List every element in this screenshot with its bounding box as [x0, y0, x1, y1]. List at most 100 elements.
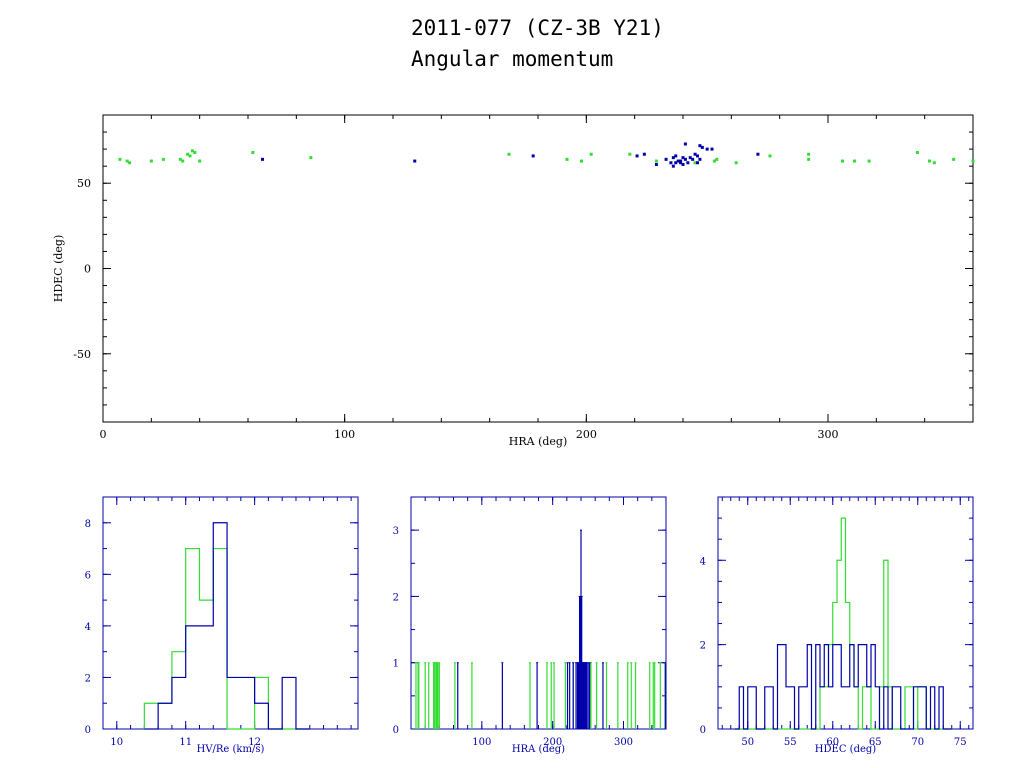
x-axis-label: HRA (deg): [512, 744, 565, 755]
data-point: [693, 161, 697, 165]
data-point: [971, 159, 975, 163]
x-axis-label: HDEC (deg): [815, 744, 876, 755]
x-tick-label: 100: [472, 737, 491, 748]
x-axis-label: HRA (deg): [509, 435, 568, 448]
data-point: [531, 154, 535, 158]
plot-frame: [102, 496, 359, 730]
x-tick-label: 75: [954, 737, 967, 748]
x-tick-label: 12: [248, 737, 261, 748]
data-point: [853, 159, 857, 163]
data-point: [915, 151, 919, 155]
plot-frame: [717, 496, 974, 730]
data-point: [309, 156, 313, 160]
data-point: [698, 157, 702, 161]
data-point: [507, 152, 511, 156]
histogram-step-line: [735, 644, 952, 730]
data-point: [128, 161, 132, 165]
data-point: [696, 154, 699, 158]
data-point: [681, 156, 685, 160]
y-tick-label: 3: [393, 526, 399, 537]
histogram-panel-hra: 100 200 300 0 1 2 3 HRA (deg): [393, 496, 667, 755]
x-tick-label: 70: [911, 737, 924, 748]
data-point: [698, 144, 702, 148]
data-point: [807, 157, 811, 161]
data-point: [186, 152, 190, 156]
data-point: [565, 157, 569, 161]
y-tick-label: 2: [700, 641, 706, 652]
data-point: [679, 161, 683, 165]
data-point: [190, 149, 194, 153]
chart-title: 2011-077 (CZ-3B Y21): [411, 16, 664, 40]
y-tick-label: 2: [393, 592, 399, 603]
data-point: [705, 147, 709, 151]
x-tick-label: 200: [543, 737, 562, 748]
data-point: [681, 162, 685, 166]
data-point: [188, 154, 192, 158]
data-point: [683, 157, 687, 161]
data-point: [691, 157, 695, 161]
data-point: [664, 157, 668, 161]
x-tick-label: 55: [784, 737, 797, 748]
y-tick-label: 0: [393, 725, 399, 736]
data-point: [181, 159, 185, 163]
data-point: [928, 159, 931, 163]
scatter-panel-hra-hdec: 0 100 200 300 -50 0 50 HRA (deg) HDEC (deg): [52, 114, 975, 448]
data-point: [580, 159, 583, 163]
data-point: [693, 152, 697, 156]
data-point: [118, 157, 122, 161]
data-point: [654, 159, 658, 163]
data-point: [635, 154, 639, 158]
data-point: [413, 159, 417, 163]
data-point: [841, 159, 844, 163]
histogram-panel-hv: 10 11 12 0 2 4 6 8 HV/Re (km/s): [85, 496, 359, 755]
data-point: [696, 161, 699, 165]
y-tick-label: 0: [85, 725, 91, 736]
x-tick-label: 300: [818, 428, 839, 441]
data-point: [669, 161, 673, 165]
data-point: [734, 161, 738, 165]
data-point: [161, 157, 165, 161]
x-tick-label: 200: [576, 428, 597, 441]
data-point: [688, 156, 692, 160]
x-tick-label: 300: [614, 737, 633, 748]
y-tick-label: 4: [85, 622, 91, 633]
data-point: [674, 154, 678, 158]
data-point: [628, 152, 632, 156]
data-point: [712, 159, 716, 163]
y-tick-label: 6: [85, 570, 91, 581]
data-point: [807, 152, 811, 156]
data-point: [756, 152, 760, 156]
y-tick-label: 4: [700, 556, 706, 567]
data-point: [867, 159, 871, 163]
data-point: [178, 157, 182, 161]
data-point: [710, 147, 714, 151]
histogram-step-line: [735, 517, 952, 730]
y-tick-label: 0: [700, 725, 706, 736]
data-point: [683, 142, 687, 146]
data-point: [261, 157, 264, 161]
data-point: [671, 156, 675, 160]
y-tick-label: -50: [73, 348, 91, 361]
data-point: [149, 159, 153, 163]
x-tick-label: 11: [179, 737, 192, 748]
data-point: [193, 151, 197, 155]
x-tick-label: 10: [110, 737, 123, 748]
data-point: [679, 159, 683, 163]
data-point: [952, 157, 956, 161]
data-point: [642, 152, 646, 156]
data-point: [654, 162, 658, 166]
x-tick-label: 50: [741, 737, 754, 748]
y-tick-label: 8: [85, 519, 91, 530]
data-point: [676, 159, 680, 163]
y-tick-label: 2: [85, 673, 91, 684]
x-tick-label: 100: [334, 428, 355, 441]
data-point: [198, 159, 202, 163]
data-point: [125, 159, 129, 163]
data-point: [251, 151, 255, 155]
x-axis-label: HV/Re (km/s): [197, 744, 265, 755]
x-tick-label: 60: [826, 737, 839, 748]
data-point: [671, 164, 675, 168]
histogram-step-line: [144, 522, 310, 730]
x-tick-label: 65: [869, 737, 882, 748]
data-point: [932, 161, 936, 165]
